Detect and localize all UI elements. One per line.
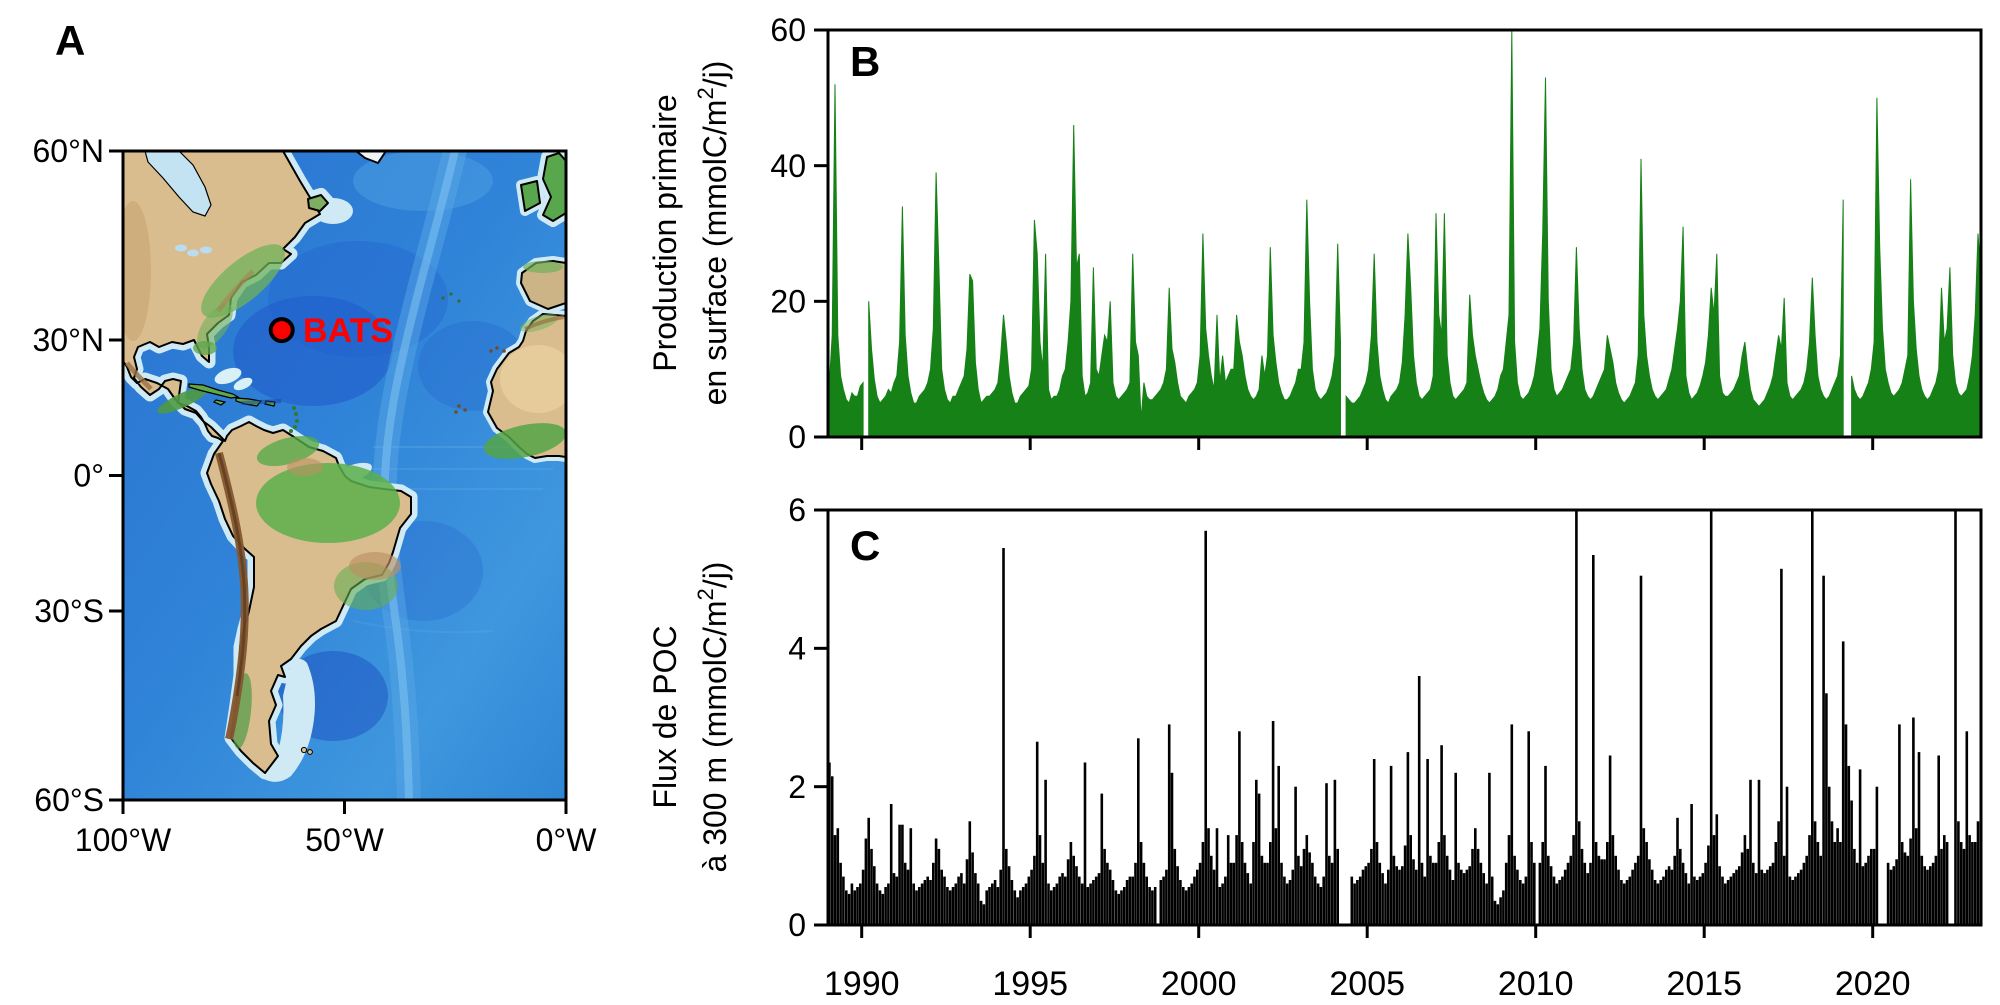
- cuba: [188, 383, 240, 399]
- bats-station-label: BATS: [303, 312, 393, 350]
- y-tick-label: 0: [788, 907, 806, 943]
- svg-text:60°N: 60°N: [33, 133, 105, 169]
- x-tick-label: 1995: [992, 965, 1068, 1003]
- panel-b-label: B: [850, 38, 880, 85]
- production-area-series: [868, 124, 1341, 438]
- svg-text:30°S: 30°S: [34, 593, 104, 629]
- bahamas-bank: [214, 367, 242, 385]
- canary-islands: [489, 346, 506, 353]
- map-y-tick-labels: 60°N 30°N 0° 30°S 60°S: [33, 133, 105, 818]
- y-tick-label: 60: [770, 12, 806, 48]
- y-tick-label: 0: [788, 419, 806, 455]
- map-x-tick-labels: 100°W 50°W 0°W: [75, 822, 597, 858]
- hudson-bay: [144, 151, 212, 217]
- jamaica: [212, 399, 227, 406]
- cape-verde: [454, 404, 467, 414]
- sahara: [500, 345, 566, 413]
- y-tick-label: 6: [788, 492, 806, 528]
- greenland-tip: [355, 151, 387, 164]
- charts-panel: 0 20 40 60 0 2 4 6 1990 1995 2000 2005 2010 2015 2020…: [647, 12, 1983, 1003]
- chart-b-frame: [826, 28, 1983, 439]
- poc-flux-bar-series: [828, 510, 1980, 926]
- chart-c-ylabel-line1: Flux de POC: [647, 625, 683, 808]
- svg-text:0°W: 0°W: [536, 822, 598, 858]
- x-tick-label: 1990: [824, 965, 900, 1003]
- chart-c: 0 2 4 6 1990 1995 2000 2005 2010 2015 2020: [788, 492, 1980, 1003]
- svg-text:0°: 0°: [73, 458, 104, 494]
- y-tick-label: 2: [788, 769, 806, 805]
- svg-text:30°N: 30°N: [33, 322, 105, 358]
- x-tick-label: 2000: [1161, 965, 1237, 1003]
- great-britain: [542, 152, 566, 222]
- y-tick-label: 4: [788, 631, 806, 667]
- lesser-antilles: [289, 406, 299, 433]
- x-tick-label: 2015: [1666, 965, 1742, 1003]
- chart-c-ylabel-line2: à 300 m (mmolC/m2/j): [693, 562, 733, 873]
- panel-c-label: C: [850, 522, 880, 569]
- great-lakes: [175, 244, 187, 252]
- map-panel: A: [33, 17, 598, 858]
- map-x-ticks: [121, 800, 568, 814]
- x-tick-label: 2010: [1498, 965, 1574, 1003]
- x-tick-label: 2020: [1835, 965, 1911, 1003]
- falkland-islands: [300, 746, 313, 755]
- production-area-series: [1851, 97, 1982, 438]
- chart-b-ylabel-line2: en surface (mmolC/m2/j): [693, 61, 733, 406]
- production-area-series: [828, 84, 864, 438]
- puerto-rico-trench: [240, 399, 282, 405]
- production-area-series: [1345, 29, 1844, 438]
- svg-text:60°S: 60°S: [34, 782, 104, 818]
- panel-a-label: A: [55, 17, 85, 64]
- x-tick-label: 2005: [1329, 965, 1405, 1003]
- azores: [441, 292, 461, 303]
- map-y-ticks: [109, 149, 123, 802]
- svg-text:100°W: 100°W: [75, 822, 172, 858]
- y-tick-label: 20: [770, 284, 806, 320]
- chart-c-frame: [826, 508, 1983, 927]
- chart-b: 0 20 40 60: [770, 12, 1982, 455]
- bats-station-marker: [268, 317, 295, 344]
- map-image: BATS: [123, 151, 566, 800]
- y-tick-label: 40: [770, 148, 806, 184]
- chart-b-ylabel-line1: Production primaire: [647, 94, 683, 371]
- svg-text:50°W: 50°W: [305, 822, 384, 858]
